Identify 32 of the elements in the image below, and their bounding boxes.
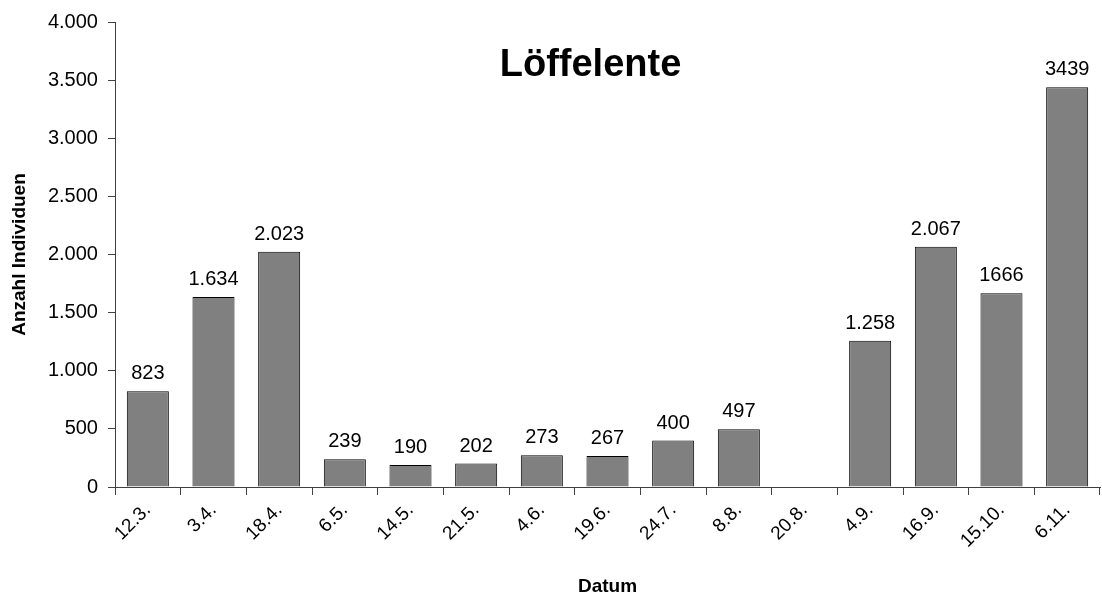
- data-label: 239: [328, 429, 362, 452]
- text: Löffelente: [499, 42, 682, 85]
- x-tick-label: 4.9.: [839, 498, 877, 537]
- data-label: 1666: [979, 263, 1024, 286]
- data-label: 267: [590, 425, 625, 448]
- data-label: 1.634: [188, 267, 239, 290]
- data-label: 3439: [1044, 57, 1090, 80]
- y-tick-label: 4.000: [47, 9, 98, 32]
- data-label: 400: [656, 410, 690, 433]
- data-label: 273: [525, 425, 559, 448]
- y-axis-title: Anzahl Individuen: [7, 173, 29, 336]
- y-tick-label: 0: [86, 474, 98, 497]
- y-tick-label: 3.000: [47, 125, 98, 148]
- x-tick-label: 6.5.: [314, 498, 352, 537]
- data-label: 1.258: [845, 310, 896, 333]
- x-tick-label: 3.4.: [182, 498, 221, 537]
- data-label: 823: [131, 361, 165, 384]
- y-tick-label: 1.500: [47, 300, 98, 323]
- y-tick-label: 2.000: [47, 242, 98, 265]
- x-axis-title: Datum: [577, 574, 638, 596]
- x-tick-label: 6.11.: [1029, 498, 1074, 543]
- y-tick-label: 3.500: [47, 67, 98, 90]
- data-label: 202: [459, 433, 493, 456]
- x-tick-label: 4.6.: [511, 498, 549, 537]
- x-tick-label: 8.8.: [708, 498, 746, 537]
- data-label: 2.023: [254, 221, 305, 244]
- y-tick-label: 2.500: [47, 183, 98, 206]
- data-label: 2.067: [910, 216, 961, 239]
- data-label: 190: [393, 434, 428, 457]
- y-tick-label: 1.000: [47, 358, 98, 381]
- y-tick-label: 500: [64, 416, 98, 439]
- data-label: 497: [722, 399, 756, 422]
